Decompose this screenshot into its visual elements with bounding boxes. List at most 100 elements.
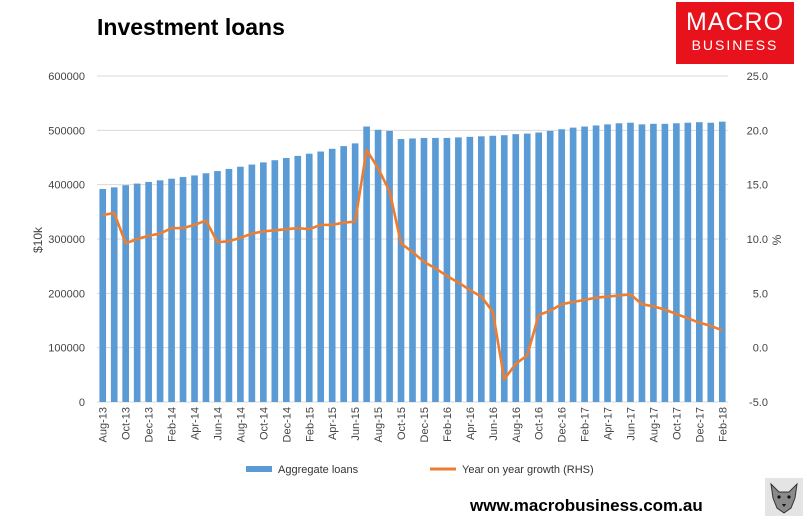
- bar-Feb-18: [718, 121, 726, 402]
- x-tick-label: Apr-17: [603, 407, 615, 440]
- y2-tick-label: -5.0: [749, 397, 768, 409]
- bar-Jun-15: [351, 143, 359, 402]
- bar-Jul-15: [363, 126, 370, 402]
- bar-Dec-14: [282, 158, 290, 402]
- bar-Jan-16: [432, 137, 439, 402]
- bar-Jul-17: [638, 124, 646, 403]
- x-tick-label: Feb-18: [717, 407, 729, 442]
- y-tick-label: 100000: [48, 343, 85, 355]
- bar-Sep-13: [110, 187, 118, 402]
- legend: Aggregate loans Year on year growth (RHS…: [246, 464, 594, 476]
- footer-url: www.macrobusiness.com.au: [470, 496, 703, 515]
- x-tick-label: Oct-17: [671, 407, 683, 440]
- x-tick-label: Aug-13: [98, 407, 110, 442]
- bar-Jul-16: [500, 135, 508, 402]
- y-tick-label: 300000: [48, 234, 85, 246]
- x-tick-label: Oct-13: [121, 407, 133, 440]
- bar-May-16: [478, 136, 485, 402]
- bar-Feb-14: [168, 178, 175, 402]
- legend-swatch-bars: [246, 466, 272, 472]
- bar-Apr-14: [191, 175, 198, 402]
- bar-May-15: [340, 146, 347, 402]
- x-tick-label: Oct-16: [534, 407, 546, 440]
- x-tick-label: Aug-15: [373, 407, 385, 442]
- bar-Jun-14: [214, 171, 221, 402]
- bar-Jun-17: [627, 122, 634, 402]
- bar-Feb-15: [305, 153, 313, 402]
- bar-Aug-13: [99, 189, 107, 402]
- x-tick-label: Dec-15: [419, 407, 431, 442]
- bar-Jan-15: [294, 155, 302, 402]
- bar-Aug-17: [650, 123, 657, 402]
- x-tick-label: Apr-14: [190, 407, 202, 440]
- x-tick-label: Jun-14: [212, 407, 224, 441]
- bar-Sep-14: [248, 164, 256, 402]
- bar-Oct-14: [260, 162, 267, 402]
- bar-Oct-15: [397, 139, 405, 402]
- left-axis-ticks: 0 100000 200000 300000 400000 500000 600000: [48, 71, 85, 409]
- x-tick-label: Feb-15: [304, 407, 316, 442]
- bar-Nov-13: [133, 183, 141, 402]
- bar-Mar-17: [592, 125, 600, 402]
- y2-tick-label: 20.0: [747, 125, 768, 137]
- y2-tick-label: 0.0: [753, 343, 768, 355]
- x-tick-label: Dec-16: [557, 407, 569, 442]
- bar-Aug-14: [237, 166, 244, 402]
- y2-axis-label: %: [770, 234, 784, 245]
- y-tick-label: 200000: [48, 288, 85, 300]
- right-axis-ticks: -5.0 0.0 5.0 10.0 15.0 20.0 25.0: [747, 71, 768, 409]
- bar-Feb-17: [581, 126, 588, 402]
- x-tick-label: Dec-14: [281, 407, 293, 442]
- bar-Dec-17: [695, 122, 703, 403]
- bar-Aug-16: [512, 134, 520, 402]
- bar-series: [99, 121, 726, 403]
- x-tick-label: Oct-14: [258, 407, 270, 440]
- y2-tick-label: 15.0: [747, 180, 768, 192]
- bar-Mar-15: [317, 151, 325, 402]
- bar-Dec-16: [558, 129, 565, 402]
- logo-line1: MACRO: [685, 8, 785, 36]
- y-tick-label: 600000: [48, 71, 85, 83]
- bar-Sep-16: [523, 133, 531, 402]
- bar-Jun-16: [489, 135, 497, 402]
- x-tick-label: Dec-13: [144, 407, 156, 442]
- bar-Apr-17: [604, 124, 611, 403]
- y2-tick-label: 10.0: [747, 234, 768, 246]
- bar-Sep-17: [661, 123, 669, 402]
- x-tick-label: Feb-17: [580, 407, 592, 442]
- y-axis-label: $10k: [31, 226, 45, 253]
- x-tick-label: Oct-15: [396, 407, 408, 440]
- bar-Nov-14: [271, 160, 279, 402]
- bar-Apr-15: [328, 148, 336, 402]
- x-tick-label: Jun-17: [625, 407, 637, 441]
- line-series: [102, 148, 723, 381]
- x-tick-label: Apr-16: [465, 407, 477, 440]
- x-axis-ticks: Aug-13 Oct-13 Dec-13 Feb-14 Apr-14 Jun-14 Aug-…: [98, 407, 730, 442]
- x-tick-label: Aug-16: [511, 407, 523, 442]
- x-tick-label: Feb-16: [442, 407, 454, 442]
- x-tick-label: Jun-16: [488, 407, 500, 441]
- wolf-mascot-icon: [765, 478, 803, 516]
- bar-Jan-18: [707, 122, 715, 402]
- y2-tick-label: 5.0: [753, 288, 768, 300]
- y-tick-label: 0: [79, 397, 85, 409]
- bar-Dec-15: [420, 137, 428, 402]
- bar-Oct-13: [122, 185, 129, 402]
- bar-Sep-15: [386, 130, 393, 402]
- bar-Dec-13: [145, 181, 152, 402]
- macrobusiness-logo: MACRO BUSINESS: [676, 2, 794, 64]
- bar-Oct-16: [535, 132, 543, 402]
- bar-Mar-14: [179, 177, 187, 402]
- x-tick-label: Aug-17: [648, 407, 660, 442]
- bar-Jan-17: [569, 127, 577, 403]
- x-tick-label: Apr-15: [327, 407, 339, 440]
- x-tick-label: Jun-15: [350, 407, 362, 441]
- x-tick-label: Aug-14: [235, 407, 247, 442]
- bar-Mar-16: [455, 137, 462, 402]
- x-tick-label: Feb-14: [167, 407, 179, 442]
- bar-Nov-17: [684, 122, 692, 402]
- logo-line2: BUSINESS: [691, 37, 779, 53]
- bar-Aug-15: [374, 129, 382, 403]
- legend-label-bars: Aggregate loans: [278, 464, 359, 476]
